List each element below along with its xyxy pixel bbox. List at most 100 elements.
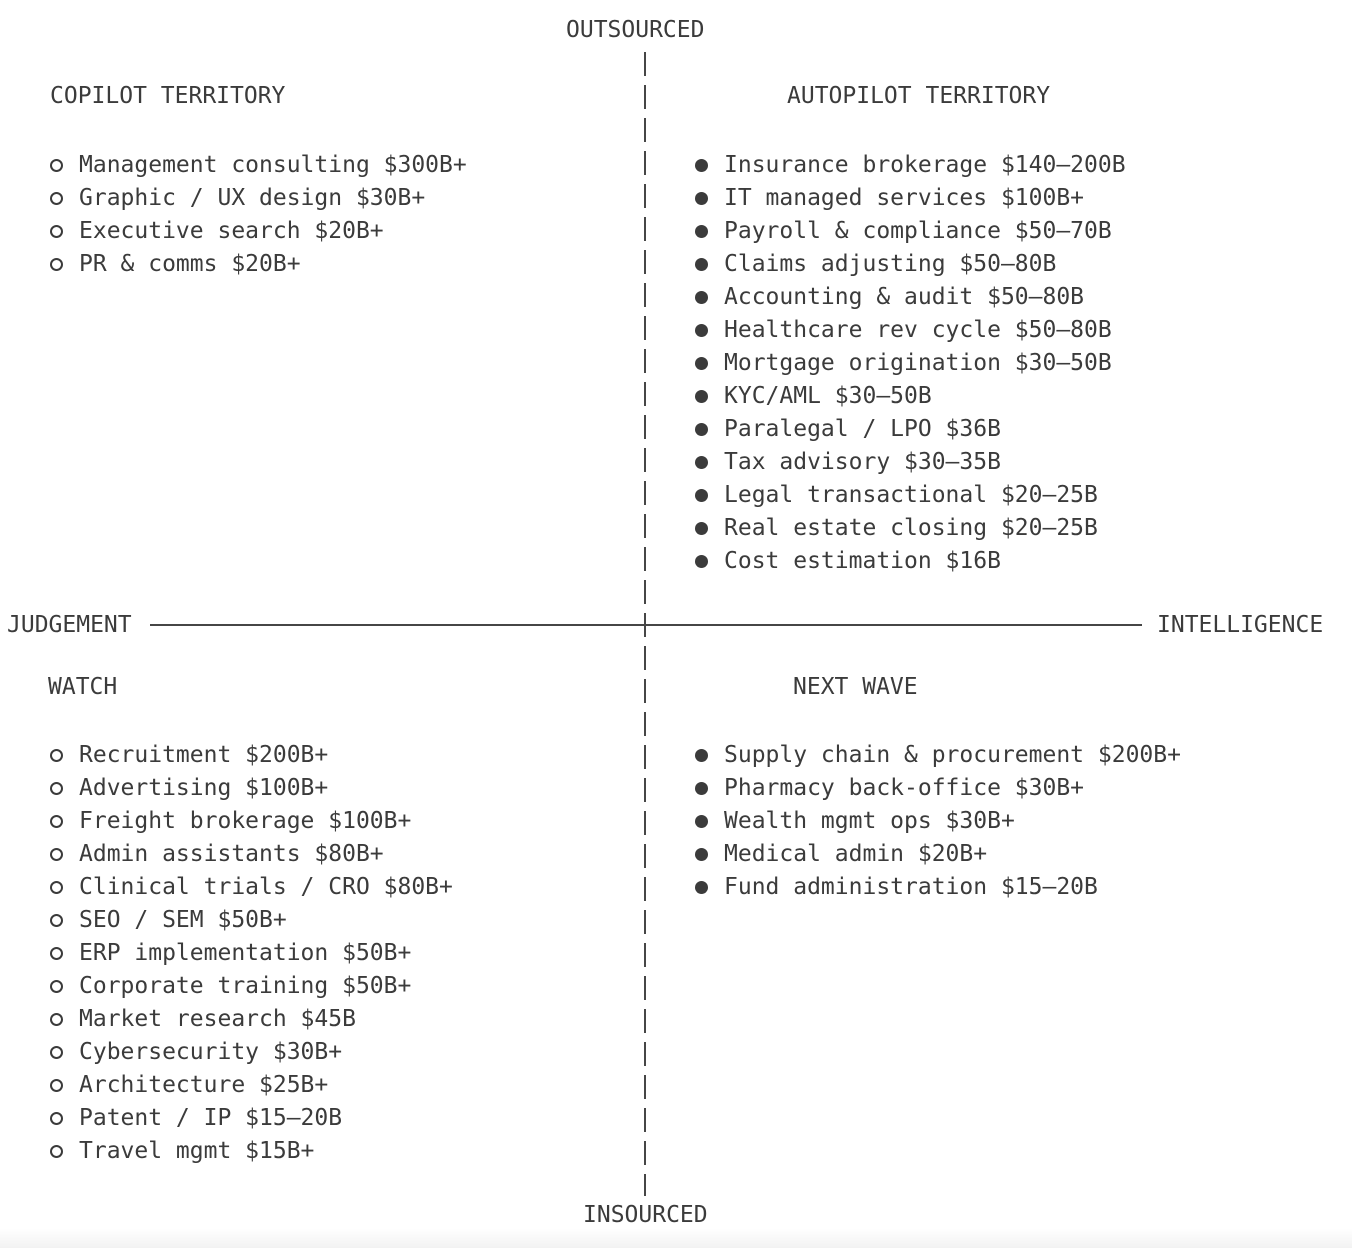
list-item: Architecture $25B+ <box>50 1069 453 1102</box>
quadrant-list-autopilot-territory: Insurance brokerage $140–200B IT managed … <box>695 149 1126 578</box>
hollow-bullet-icon <box>50 947 63 960</box>
item-label: Real estate closing $20–25B <box>724 515 1098 541</box>
list-item: Recruitment $200B+ <box>50 739 453 772</box>
list-item: Insurance brokerage $140–200B <box>695 149 1126 182</box>
hollow-bullet-icon <box>50 1046 63 1059</box>
item-label: Wealth mgmt ops $30B+ <box>724 808 1015 834</box>
list-item: Mortgage origination $30–50B <box>695 347 1126 380</box>
hollow-bullet-icon <box>50 782 63 795</box>
item-label: Tax advisory $30–35B <box>724 449 1001 475</box>
quadrant-title-autopilot-territory: AUTOPILOT TERRITORY <box>787 83 1051 109</box>
list-item: Graphic / UX design $30B+ <box>50 182 467 215</box>
filled-bullet-icon <box>695 225 708 238</box>
hollow-bullet-icon <box>50 914 63 927</box>
axis-intersection-cross <box>644 616 646 634</box>
list-item: Management consulting $300B+ <box>50 149 467 182</box>
axis-label-outsourced: OUTSOURCED <box>566 17 705 43</box>
filled-bullet-icon <box>695 749 708 762</box>
list-item: Corporate training $50B+ <box>50 970 453 1003</box>
item-label: Travel mgmt $15B+ <box>79 1138 315 1164</box>
item-label: Paralegal / LPO $36B <box>724 416 1001 442</box>
item-label: Legal transactional $20–25B <box>724 482 1098 508</box>
hollow-bullet-icon <box>50 749 63 762</box>
item-label: Corporate training $50B+ <box>79 973 412 999</box>
item-label: Medical admin $20B+ <box>724 841 988 867</box>
list-item: Healthcare rev cycle $50–80B <box>695 314 1126 347</box>
item-label: Graphic / UX design $30B+ <box>79 185 426 211</box>
item-label: Recruitment $200B+ <box>79 742 329 768</box>
hollow-bullet-icon <box>50 980 63 993</box>
list-item: Fund administration $15–20B <box>695 871 1181 904</box>
item-label: Claims adjusting $50–80B <box>724 251 1057 277</box>
filled-bullet-icon <box>695 456 708 469</box>
filled-bullet-icon <box>695 881 708 894</box>
list-item: Accounting & audit $50–80B <box>695 281 1126 314</box>
item-label: Market research $45B <box>79 1006 356 1032</box>
list-item: SEO / SEM $50B+ <box>50 904 453 937</box>
quadrant-list-copilot-territory: Management consulting $300B+ Graphic / UX… <box>50 149 467 281</box>
item-label: Pharmacy back-office $30B+ <box>724 775 1085 801</box>
hollow-bullet-icon <box>50 1145 63 1158</box>
hollow-bullet-icon <box>50 881 63 894</box>
item-label: SEO / SEM $50B+ <box>79 907 287 933</box>
filled-bullet-icon <box>695 782 708 795</box>
hollow-bullet-icon <box>50 258 63 271</box>
item-label: Admin assistants $80B+ <box>79 841 384 867</box>
list-item: Real estate closing $20–25B <box>695 512 1126 545</box>
list-item: Payroll & compliance $50–70B <box>695 215 1126 248</box>
item-label: Clinical trials / CRO $80B+ <box>79 874 453 900</box>
item-label: Payroll & compliance $50–70B <box>724 218 1112 244</box>
list-item: Clinical trials / CRO $80B+ <box>50 871 453 904</box>
filled-bullet-icon <box>695 192 708 205</box>
list-item: Pharmacy back-office $30B+ <box>695 772 1181 805</box>
list-item: Tax advisory $30–35B <box>695 446 1126 479</box>
list-item: Freight brokerage $100B+ <box>50 805 453 838</box>
item-label: PR & comms $20B+ <box>79 251 301 277</box>
hollow-bullet-icon <box>50 815 63 828</box>
filled-bullet-icon <box>695 357 708 370</box>
list-item: Cybersecurity $30B+ <box>50 1036 453 1069</box>
list-item: Market research $45B <box>50 1003 453 1036</box>
hollow-bullet-icon <box>50 192 63 205</box>
filled-bullet-icon <box>695 848 708 861</box>
list-item: Advertising $100B+ <box>50 772 453 805</box>
axis-label-intelligence: INTELLIGENCE <box>1157 612 1324 638</box>
list-item: Patent / IP $15–20B <box>50 1102 453 1135</box>
item-label: Architecture $25B+ <box>79 1072 329 1098</box>
axis-label-insourced: INSOURCED <box>583 1202 708 1228</box>
item-label: Freight brokerage $100B+ <box>79 808 412 834</box>
filled-bullet-icon <box>695 555 708 568</box>
item-label: Supply chain & procurement $200B+ <box>724 742 1181 768</box>
hollow-bullet-icon <box>50 1013 63 1026</box>
hollow-bullet-icon <box>50 1079 63 1092</box>
hollow-bullet-icon <box>50 225 63 238</box>
list-item: Executive search $20B+ <box>50 215 467 248</box>
list-item: Travel mgmt $15B+ <box>50 1135 453 1168</box>
list-item: Admin assistants $80B+ <box>50 838 453 871</box>
item-label: Fund administration $15–20B <box>724 874 1098 900</box>
list-item: IT managed services $100B+ <box>695 182 1126 215</box>
filled-bullet-icon <box>695 423 708 436</box>
filled-bullet-icon <box>695 324 708 337</box>
list-item: Legal transactional $20–25B <box>695 479 1126 512</box>
horizontal-axis-line <box>150 624 1142 626</box>
filled-bullet-icon <box>695 815 708 828</box>
filled-bullet-icon <box>695 489 708 502</box>
axis-label-judgement: JUDGEMENT <box>7 612 132 638</box>
quadrant-title-copilot-territory: COPILOT TERRITORY <box>50 83 286 109</box>
filled-bullet-icon <box>695 258 708 271</box>
item-label: Advertising $100B+ <box>79 775 329 801</box>
item-label: Executive search $20B+ <box>79 218 384 244</box>
hollow-bullet-icon <box>50 159 63 172</box>
quadrant-title-watch: WATCH <box>48 674 118 700</box>
list-item: ERP implementation $50B+ <box>50 937 453 970</box>
list-item: Medical admin $20B+ <box>695 838 1181 871</box>
quadrant-list-next-wave: Supply chain & procurement $200B+ Pharmac… <box>695 739 1181 904</box>
list-item: PR & comms $20B+ <box>50 248 467 281</box>
item-label: Patent / IP $15–20B <box>79 1105 343 1131</box>
list-item: Supply chain & procurement $200B+ <box>695 739 1181 772</box>
list-item: KYC/AML $30–50B <box>695 380 1126 413</box>
filled-bullet-icon <box>695 522 708 535</box>
item-label: IT managed services $100B+ <box>724 185 1085 211</box>
filled-bullet-icon <box>695 390 708 403</box>
